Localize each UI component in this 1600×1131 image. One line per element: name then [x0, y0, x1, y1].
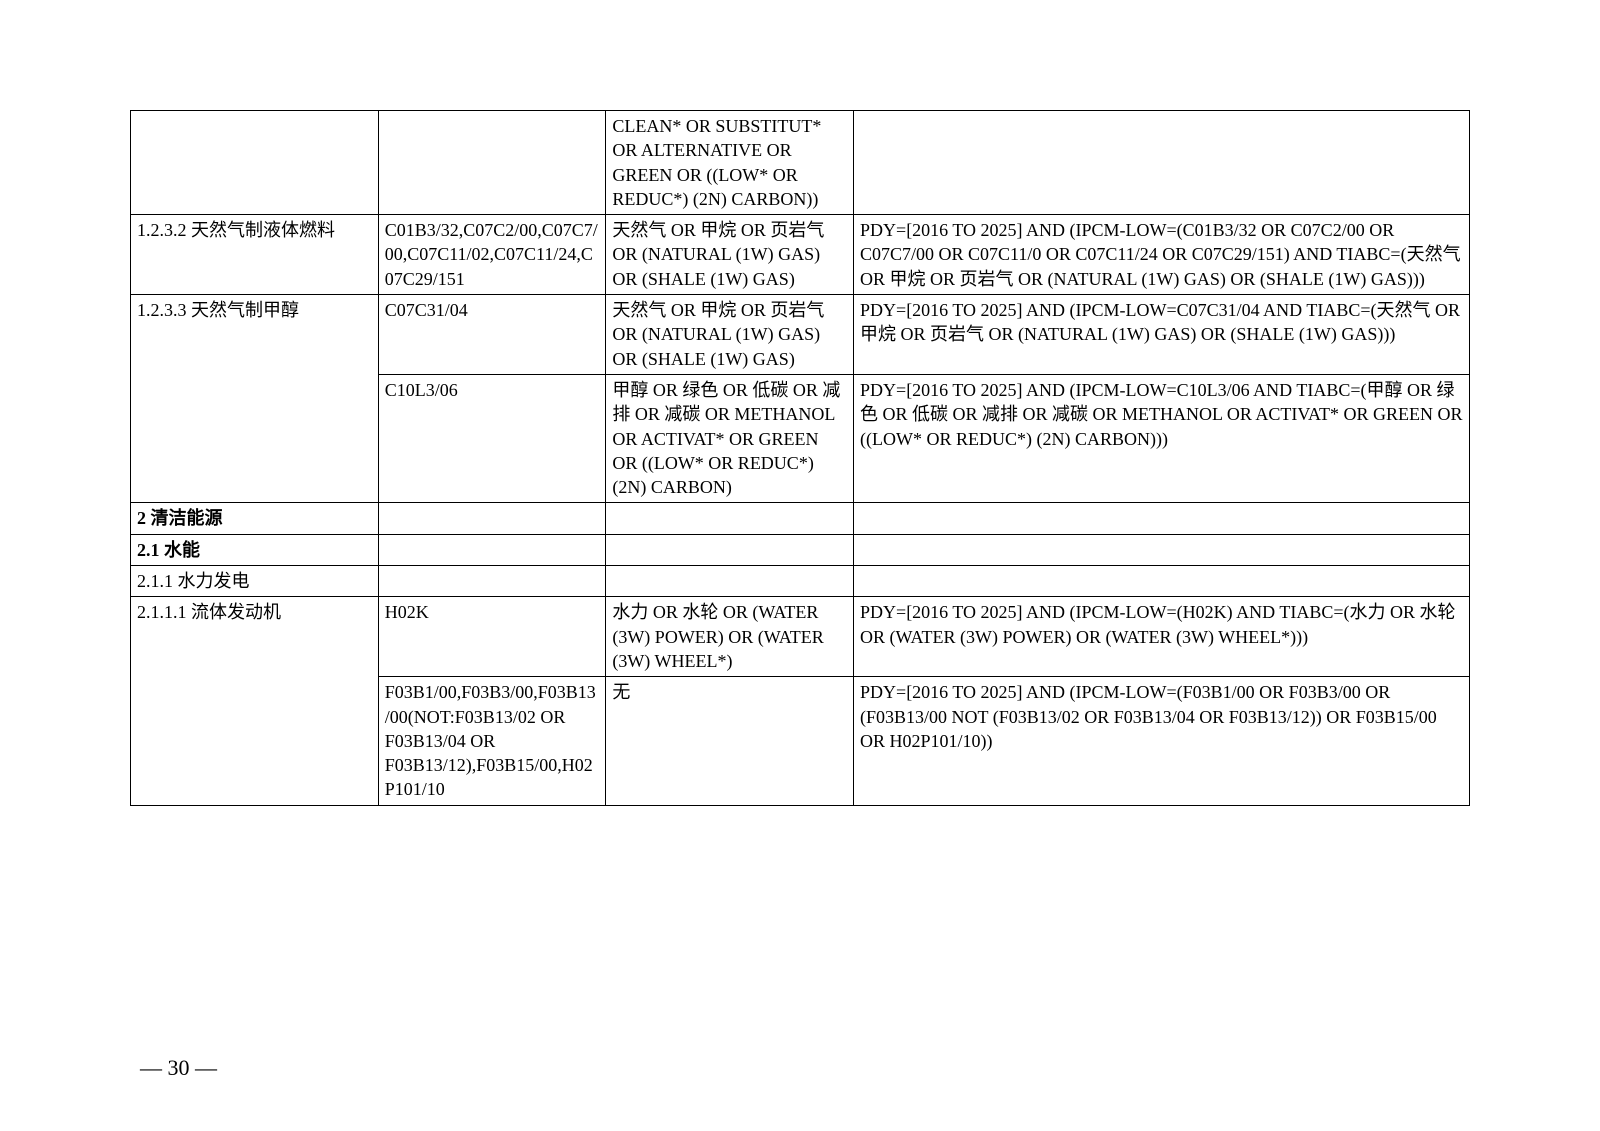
- table-cell: [606, 534, 854, 565]
- table-cell: 水力 OR 水轮 OR (WATER (3W) POWER) OR (WATER…: [606, 597, 854, 677]
- table-cell: 2.1.1.1 流体发动机: [131, 597, 379, 805]
- table-cell: C07C31/04: [378, 295, 606, 375]
- table-cell: C10L3/06: [378, 374, 606, 502]
- table-cell: PDY=[2016 TO 2025] AND (IPCM-LOW=(H02K) …: [854, 597, 1470, 677]
- table-cell: CLEAN* OR SUBSTITUT* OR ALTERNATIVE OR G…: [606, 111, 854, 215]
- table-cell: PDY=[2016 TO 2025] AND (IPCM-LOW=(C01B3/…: [854, 215, 1470, 295]
- table-cell: PDY=[2016 TO 2025] AND (IPCM-LOW=C07C31/…: [854, 295, 1470, 375]
- table-cell: [378, 503, 606, 534]
- table-row: 2 清洁能源: [131, 503, 1470, 534]
- table-cell: [378, 534, 606, 565]
- table-row: CLEAN* OR SUBSTITUT* OR ALTERNATIVE OR G…: [131, 111, 1470, 215]
- table-cell: 甲醇 OR 绿色 OR 低碳 OR 减排 OR 减碳 OR METHANOL O…: [606, 374, 854, 502]
- table-cell: PDY=[2016 TO 2025] AND (IPCM-LOW=(F03B1/…: [854, 677, 1470, 805]
- table-cell: [378, 566, 606, 597]
- table-cell: 1.2.3.3 天然气制甲醇: [131, 295, 379, 503]
- table-cell: 1.2.3.2 天然气制液体燃料: [131, 215, 379, 295]
- table-cell: [854, 534, 1470, 565]
- table-cell: [606, 566, 854, 597]
- table-cell: [854, 503, 1470, 534]
- table-cell: [606, 503, 854, 534]
- table-cell: H02K: [378, 597, 606, 677]
- table-cell: 天然气 OR 甲烷 OR 页岩气 OR (NATURAL (1W) GAS) O…: [606, 215, 854, 295]
- table-cell: 2.1.1 水力发电: [131, 566, 379, 597]
- table-row: 1.2.3.3 天然气制甲醇C07C31/04天然气 OR 甲烷 OR 页岩气 …: [131, 295, 1470, 375]
- table-row: 1.2.3.2 天然气制液体燃料C01B3/32,C07C2/00,C07C7/…: [131, 215, 1470, 295]
- table-cell: 2 清洁能源: [131, 503, 379, 534]
- table-cell: 无: [606, 677, 854, 805]
- table-cell: PDY=[2016 TO 2025] AND (IPCM-LOW=C10L3/0…: [854, 374, 1470, 502]
- table-cell: F03B1/00,F03B3/00,F03B13/00(NOT:F03B13/0…: [378, 677, 606, 805]
- table-body: CLEAN* OR SUBSTITUT* OR ALTERNATIVE OR G…: [131, 111, 1470, 806]
- table-cell: C01B3/32,C07C2/00,C07C7/00,C07C11/02,C07…: [378, 215, 606, 295]
- table-row: 2.1 水能: [131, 534, 1470, 565]
- table-cell: 天然气 OR 甲烷 OR 页岩气 OR (NATURAL (1W) GAS) O…: [606, 295, 854, 375]
- table-row: 2.1.1 水力发电: [131, 566, 1470, 597]
- table-cell: [131, 111, 379, 215]
- table-cell: [378, 111, 606, 215]
- table-row: 2.1.1.1 流体发动机H02K水力 OR 水轮 OR (WATER (3W)…: [131, 597, 1470, 677]
- table-cell: [854, 566, 1470, 597]
- page-number: — 30 —: [140, 1055, 217, 1081]
- table-cell: [854, 111, 1470, 215]
- patent-classification-table: CLEAN* OR SUBSTITUT* OR ALTERNATIVE OR G…: [130, 110, 1470, 806]
- table-cell: 2.1 水能: [131, 534, 379, 565]
